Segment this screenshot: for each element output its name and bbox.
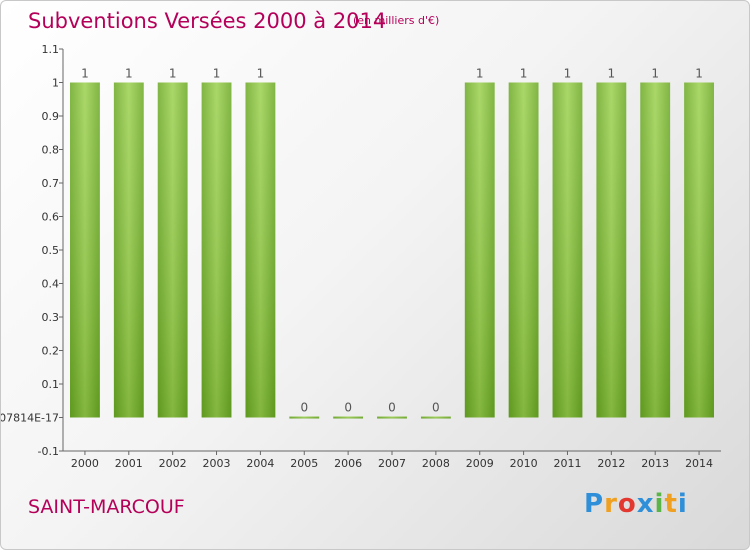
bar-shade: [113, 82, 144, 418]
bar-shade: [377, 416, 407, 419]
y-tick-label: 0.9: [42, 110, 60, 123]
bar-value-label: 1: [81, 67, 89, 81]
value-labels-group: 1 1 1 1 1 0 0 0 0 1 1 1 1 1 1: [81, 67, 703, 415]
bar-shade: [201, 82, 232, 418]
y-tick-label: 0.2: [42, 345, 60, 358]
bar-value-label: 0: [344, 401, 352, 415]
y-tick-label: -2.0807814E-17: [1, 412, 59, 425]
y-tick-label: 1.1: [42, 43, 60, 56]
y-tick-label: 0.4: [42, 278, 60, 291]
x-tick-label: 2005: [290, 457, 318, 470]
x-tick-label: 2009: [466, 457, 494, 470]
bar-value-label: 1: [651, 67, 659, 81]
logo-letter: i: [677, 489, 688, 519]
bar-value-label: 1: [520, 67, 528, 81]
y-tick-label: 0.5: [42, 244, 60, 257]
x-tick-label: 2002: [159, 457, 187, 470]
bar-value-label: 1: [125, 67, 133, 81]
bar-value-label: 1: [213, 67, 221, 81]
proxiti-logo[interactable]: Proxiti: [584, 489, 688, 519]
x-tick-label: 2014: [685, 457, 713, 470]
bar-value-label: 1: [608, 67, 616, 81]
x-tick-label: 2000: [71, 457, 99, 470]
y-tick-label: 0.6: [42, 211, 60, 224]
bar-shade: [245, 82, 276, 418]
bar-value-label: 1: [476, 67, 484, 81]
bar-value-label: 1: [257, 67, 265, 81]
x-tick-label: 2007: [378, 457, 406, 470]
logo-letter: o: [617, 489, 637, 519]
bar-shade: [70, 82, 100, 418]
y-tick-label: 0.1: [42, 378, 60, 391]
x-tick-label: 2004: [246, 457, 274, 470]
bar-value-label: 0: [432, 401, 440, 415]
bar-shade: [333, 416, 364, 419]
y-tick-label: 1: [52, 77, 59, 90]
y-tick-label: 0.7: [42, 177, 60, 190]
bar-shade: [464, 82, 495, 418]
logo-letter: t: [664, 489, 678, 519]
bar-shade: [289, 416, 320, 419]
x-tick-label: 2011: [553, 457, 581, 470]
unit-label: (en milliers d'€): [353, 14, 440, 27]
chart-title: Subventions Versées 2000 à 2014: [28, 9, 387, 33]
x-tick-label: 2001: [115, 457, 143, 470]
bar-value-label: 1: [169, 67, 177, 81]
axes: 1.1 1 0.9 0.8 0.7 0.6 0.5 0.4 0.3 0.2 0.1 -2.080781…: [1, 43, 721, 470]
bar-shade: [508, 82, 539, 418]
bar-value-label: 0: [388, 401, 396, 415]
bar-value-label: 0: [300, 401, 308, 415]
bar-value-label: 1: [695, 67, 703, 81]
x-tick-label: 2012: [597, 457, 625, 470]
commune-name: SAINT-MARCOUF: [28, 496, 185, 518]
y-tick-label: 0.8: [42, 144, 60, 157]
bar-shade: [157, 82, 188, 418]
bar-shade: [552, 82, 583, 418]
bar-shade: [684, 82, 714, 418]
x-tick-label: 2008: [422, 457, 450, 470]
logo-letter: i: [654, 489, 665, 519]
bars-group: [70, 82, 714, 419]
y-tick-label: 0.3: [42, 311, 60, 324]
y-tick-label: -0.1: [38, 445, 59, 458]
logo-letter: x: [636, 489, 655, 519]
x-tick-label: 2006: [334, 457, 362, 470]
x-tick-label: 2010: [510, 457, 538, 470]
x-tick-label: 2003: [203, 457, 231, 470]
logo-letter: r: [604, 489, 618, 519]
x-tick-label: 2013: [641, 457, 669, 470]
bar-value-label: 1: [564, 67, 572, 81]
bar-shade: [596, 82, 627, 418]
bar-shade: [640, 82, 671, 418]
logo-letter: P: [584, 489, 605, 519]
bar-shade: [420, 416, 451, 419]
